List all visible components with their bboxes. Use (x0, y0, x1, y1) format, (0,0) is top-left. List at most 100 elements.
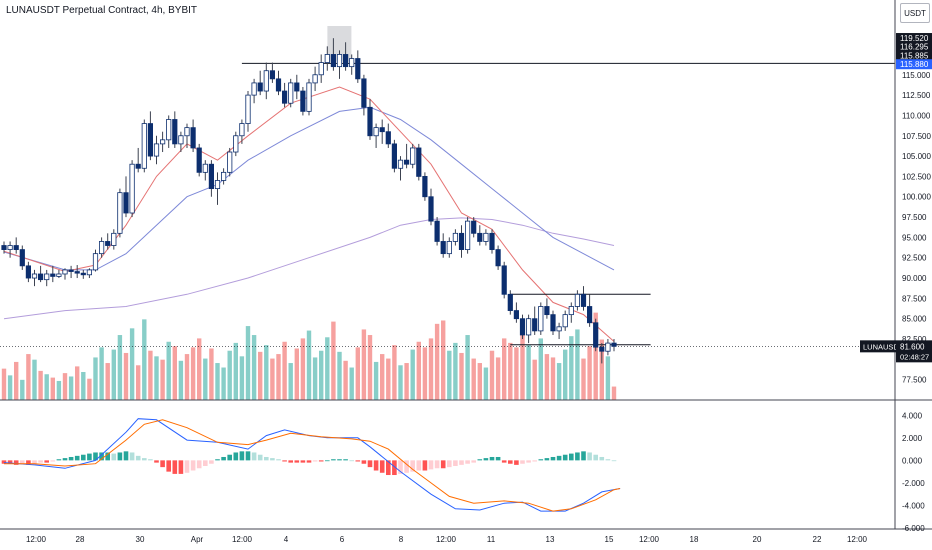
macd-histogram-bar (459, 460, 464, 465)
volume-bar (209, 348, 214, 400)
time-tick-label: 11 (487, 535, 496, 544)
time-tick-label: 12:00 (847, 535, 868, 544)
candle-body (330, 54, 337, 68)
macd-histogram-bar (483, 458, 489, 461)
volume-bar (117, 335, 123, 400)
macd-histogram-bar (74, 455, 80, 461)
macd-histogram-bar (117, 452, 123, 461)
volume-bar (581, 358, 586, 400)
macd-histogram-bar (7, 460, 13, 464)
candle-body (135, 163, 141, 169)
candle-body (129, 163, 135, 214)
candle-body (263, 70, 269, 92)
macd-histogram-bar (434, 460, 440, 469)
currency-selector[interactable]: USDT (900, 3, 930, 23)
candle-body (178, 135, 184, 145)
candle-body (25, 265, 32, 279)
volume-bar (331, 321, 336, 400)
volume-bar (32, 359, 37, 400)
candle-body (44, 273, 50, 281)
candle-body (257, 82, 263, 92)
macd-histogram-bar (44, 460, 49, 463)
macd-histogram-bar (373, 460, 379, 471)
volume-bar (477, 363, 482, 400)
macd-histogram-bar (428, 460, 434, 470)
macd-histogram-bar (99, 452, 104, 461)
candle-body (489, 232, 495, 250)
candle-body (593, 322, 599, 348)
macd-histogram-bar (325, 460, 330, 462)
price-tick-label: 95.000 (902, 233, 927, 242)
macd-histogram-bar (526, 460, 531, 463)
candle-body (123, 192, 129, 214)
candle-body (434, 220, 440, 242)
price-axis[interactable]: 115.000 112.500 110.000 107.500 105.000 102.5… (902, 71, 931, 533)
volume-bar (312, 357, 318, 400)
candle-body (7, 245, 13, 250)
candle-body (477, 232, 483, 242)
candle-body (50, 273, 56, 277)
time-tick-label: 12:00 (639, 535, 660, 544)
macd-histogram-bar (440, 460, 446, 469)
candle-body (446, 241, 452, 255)
candle-body (550, 314, 556, 332)
macd-histogram-bar (282, 460, 287, 462)
signal-line (4, 419, 621, 512)
volume-bar (319, 350, 324, 400)
candle-body (538, 306, 544, 332)
candle-body (74, 271, 80, 274)
macd-histogram-bar (245, 451, 251, 461)
macd-histogram-bar (38, 460, 43, 463)
candle-body (391, 143, 398, 169)
candle-body (245, 94, 251, 124)
time-tick-label: 28 (76, 535, 85, 544)
candle-body (281, 90, 288, 104)
macd-histogram-bar (581, 451, 586, 461)
axes (0, 0, 932, 530)
macd-histogram-bar (538, 459, 544, 461)
macd-histogram-bar (142, 458, 147, 461)
volume-bar (68, 376, 74, 400)
time-tick-label: 6 (340, 535, 345, 544)
macd-histogram-bar (495, 456, 501, 461)
volume-bar (7, 375, 13, 400)
macd-histogram-bar (26, 460, 31, 465)
volume-bar (532, 359, 537, 400)
volume-bar (166, 341, 171, 400)
time-axis[interactable]: 12:00 28 30 Apr 12:00 4 6 8 12:00 11 13 15 12:00 18 20… (26, 535, 868, 544)
volume-bar (136, 365, 141, 400)
macd-histogram-bar (355, 460, 361, 462)
last-price-badge (896, 340, 932, 363)
volume-bar (398, 365, 403, 400)
candle-body (141, 123, 147, 169)
price-badge-label: 116.295 (900, 42, 929, 51)
macd-histogram-bar (422, 460, 428, 471)
macd-histogram-bar (508, 460, 513, 464)
chart-title: LUNAUSDT Perpetual Contract, 4h, BYBIT (6, 5, 198, 16)
macd-histogram-bar (349, 460, 354, 462)
macd-histogram-bar (300, 460, 306, 463)
volume-bar (593, 312, 598, 400)
candle-body (373, 127, 379, 137)
macd-histogram-bar (386, 460, 391, 476)
macd-histogram-bar (68, 456, 74, 461)
volume-bar (502, 338, 507, 400)
candle-body (159, 139, 166, 145)
volume-bar (221, 367, 226, 400)
volume-bar (282, 341, 287, 400)
candle-body (342, 54, 349, 68)
symbol-badge (860, 340, 896, 353)
macd-histogram-bar (1, 460, 7, 464)
time-tick-label: 4 (284, 535, 289, 544)
macd-tick-label: 2.000 (902, 434, 923, 443)
volume-bar (87, 378, 92, 400)
candle-body (184, 127, 190, 137)
candle-body (556, 326, 562, 332)
macd-histogram-bar (379, 460, 385, 473)
macd-histogram-bar (123, 451, 129, 461)
macd-histogram-bar (569, 453, 574, 461)
volume-bar (160, 359, 165, 400)
volume-bar (184, 354, 190, 400)
